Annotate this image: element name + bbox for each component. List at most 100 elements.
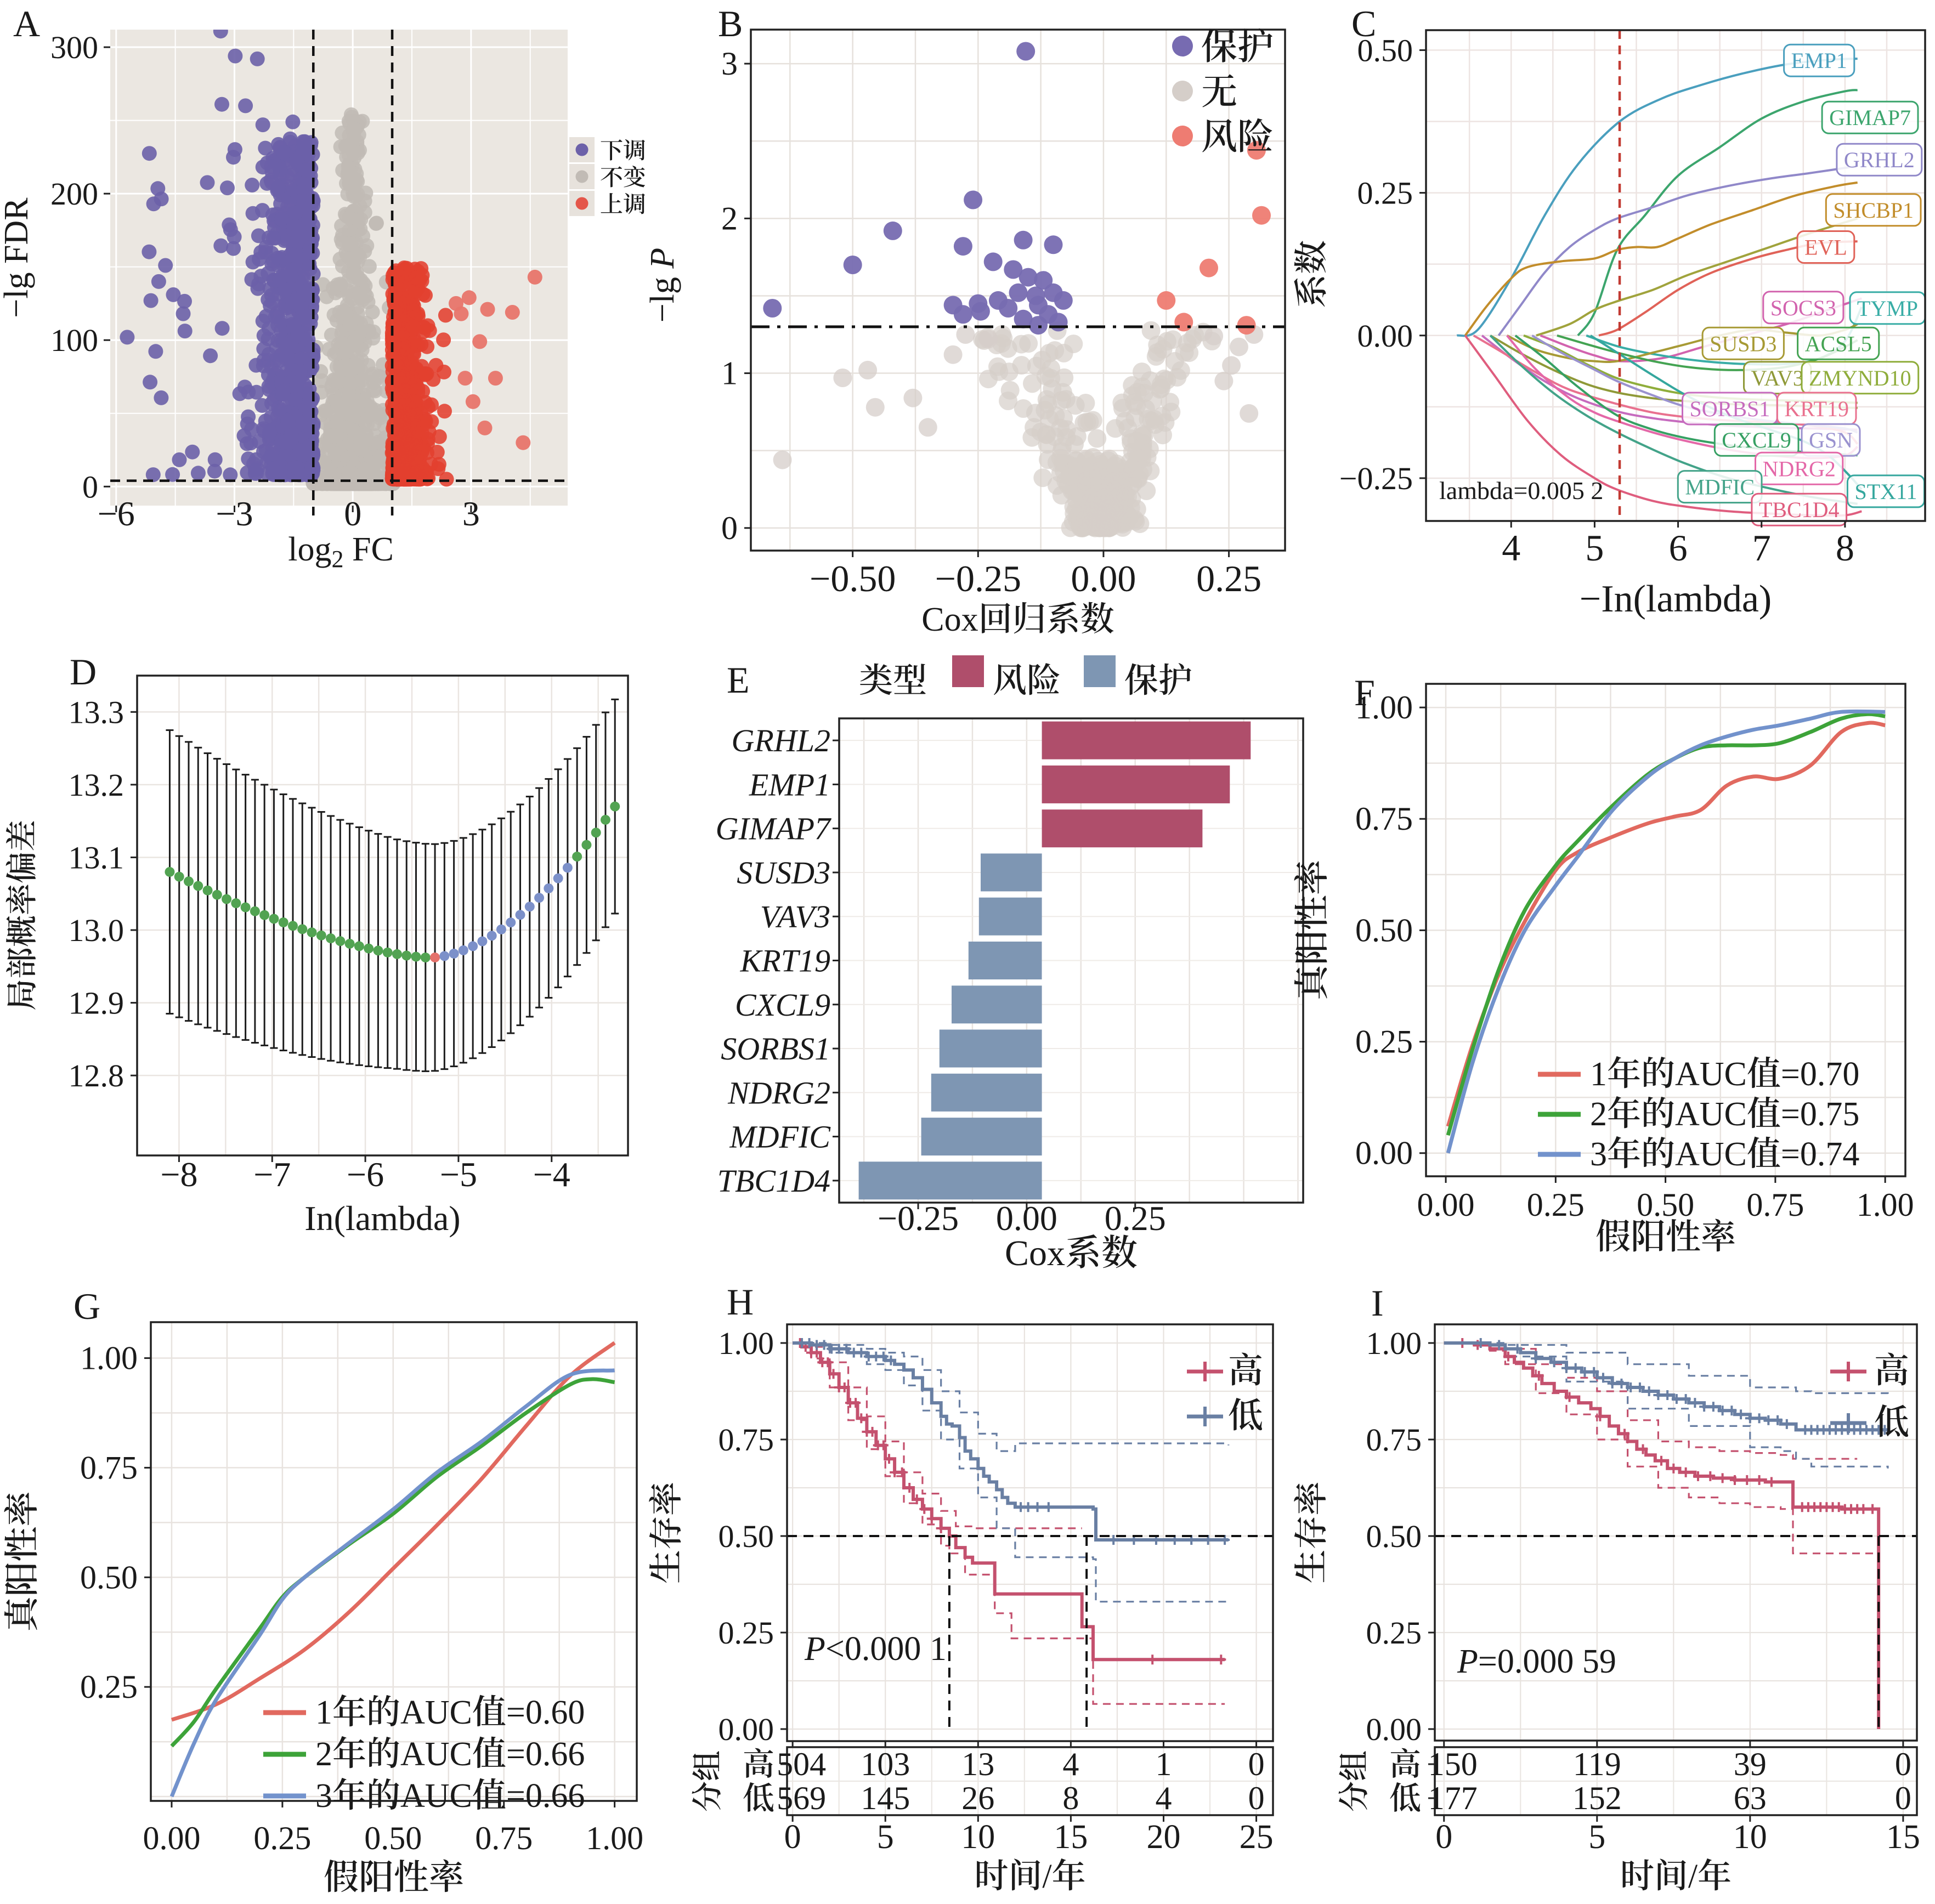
text-label: 3 xyxy=(721,46,738,82)
path-shape xyxy=(1081,602,1114,634)
risk-row-label-1 xyxy=(1390,1782,1421,1812)
median-lines xyxy=(1435,1535,1917,1729)
text-label: AUC xyxy=(400,1694,472,1731)
data-point xyxy=(274,212,290,227)
x-tick-label: −5 xyxy=(440,1155,477,1194)
data-point xyxy=(342,375,357,390)
risk-count: 13 xyxy=(961,1746,994,1782)
data-point xyxy=(465,394,480,409)
data-point xyxy=(553,873,563,883)
data-point xyxy=(843,256,862,274)
data-point xyxy=(227,142,242,157)
gene-label-box xyxy=(1825,193,1922,227)
text-label: 0.00 xyxy=(996,1199,1057,1238)
legend-marker xyxy=(1172,81,1193,101)
y-axis-label xyxy=(1294,241,1326,307)
path-shape xyxy=(5,885,36,914)
data-point xyxy=(264,164,280,179)
data-point xyxy=(338,306,353,321)
text-label: 4 xyxy=(1156,1780,1172,1816)
risk-count: 504 xyxy=(777,1746,826,1782)
text-label: −lg FDR xyxy=(0,197,35,318)
gene-label: SOCS3 xyxy=(1770,296,1836,320)
data-point xyxy=(286,318,302,333)
risk-count: 0 xyxy=(1895,1780,1911,1816)
coef-path-x xyxy=(1536,217,1858,337)
legend-label-0 xyxy=(1230,1352,1262,1386)
data-point xyxy=(1077,517,1096,536)
data-point xyxy=(240,416,255,432)
data-point xyxy=(305,445,320,460)
text-label: 0.00 xyxy=(1355,1135,1413,1171)
text-label: 1 xyxy=(1590,1056,1607,1093)
data-point xyxy=(374,370,389,385)
text-label: 0 xyxy=(784,1818,801,1856)
data-point xyxy=(288,205,303,220)
data-point xyxy=(1240,404,1259,423)
panel-i-km-survival-plot: I P=0.000 59 0.00 0.25 0.50 0.75 1.00 0 5 10 15 / 15… xyxy=(1294,1282,1920,1895)
panel-G: G 0.25 0.50 0.75 1.00 0.00 0.25 0.50 0.75 1.00 1 AU… xyxy=(4,1285,643,1892)
path-shape xyxy=(1294,1550,1325,1583)
data-point xyxy=(261,321,276,336)
gene-label: ACSL5 xyxy=(1805,331,1872,356)
data-point xyxy=(1127,396,1146,415)
text-label: 0 xyxy=(1895,1746,1911,1782)
data-point xyxy=(858,360,878,379)
text-label: 0.25 xyxy=(253,1820,311,1856)
path-shape xyxy=(649,1517,681,1549)
data-point xyxy=(472,334,488,349)
coef-path-MDFIC xyxy=(1489,335,1858,505)
y-tick-label: 1.00 xyxy=(1355,689,1413,726)
x-tick-label: 20 xyxy=(1147,1818,1181,1856)
text-label: 6 xyxy=(1669,527,1688,569)
text-label: 2 xyxy=(315,1736,332,1773)
data-point xyxy=(361,259,377,274)
path-shape xyxy=(1747,1056,1780,1088)
path-shape xyxy=(1029,663,1060,695)
data-point xyxy=(264,256,280,271)
legend-swatch-risk xyxy=(952,655,984,687)
bar-MDFIC xyxy=(921,1118,1042,1156)
axes: 0 1 2 3 −0.50 −0.25 0.00 0.25 −lg P Cox xyxy=(645,46,1261,634)
panel-c-lasso-coefficient-paths: C EMP1 GIMAP7 GRHL2 SHCBP1 EVL SOCS3 TYMP SUSD3 A… xyxy=(1294,3,1926,620)
data-point xyxy=(408,407,423,422)
gene-label-box xyxy=(1801,361,1920,395)
path-shape xyxy=(649,1483,681,1515)
x-axis-label: In(lambda) xyxy=(304,1199,460,1238)
data-point xyxy=(151,274,166,289)
gene-label-box xyxy=(1751,492,1848,526)
path-shape xyxy=(744,1748,773,1778)
gene-labels: EMP1 GIMAP7 GRHL2 SHCBP1 EVL SOCS3 TYMP SUSD3 AC… xyxy=(1677,43,1926,526)
data-point xyxy=(212,889,222,900)
text-label: 13 xyxy=(961,1746,994,1782)
data-point xyxy=(1133,362,1151,382)
data-point xyxy=(1052,442,1071,461)
text-label: C xyxy=(1351,3,1376,44)
data-point xyxy=(399,393,414,409)
data-point xyxy=(344,938,355,949)
path-shape xyxy=(1294,896,1327,930)
legend-label-2: 3 AUC =0.66 xyxy=(315,1777,585,1815)
y-axis-label xyxy=(1294,861,1327,999)
data-point xyxy=(773,450,792,469)
legend-label-1 xyxy=(1875,1404,1909,1437)
data-point xyxy=(185,444,200,460)
data-point xyxy=(1152,379,1170,398)
data-point xyxy=(1107,454,1126,473)
data-point xyxy=(174,871,184,882)
y-axis-label xyxy=(1294,1482,1326,1583)
text-label: =0.66 xyxy=(506,1736,585,1773)
data-point xyxy=(428,358,444,373)
data-point xyxy=(190,466,206,481)
data-point xyxy=(763,299,782,318)
bar-label-GRHL2: GRHL2 xyxy=(732,723,830,758)
data-point xyxy=(1049,313,1068,332)
text-label: Cox xyxy=(921,601,978,634)
data-point xyxy=(245,254,261,270)
text-label: 15 xyxy=(1054,1818,1088,1856)
risk-count: 119 xyxy=(1573,1746,1621,1782)
x-axis-label xyxy=(324,1859,463,1892)
panel-letter-e: E xyxy=(727,659,750,701)
data-point xyxy=(1089,465,1108,484)
